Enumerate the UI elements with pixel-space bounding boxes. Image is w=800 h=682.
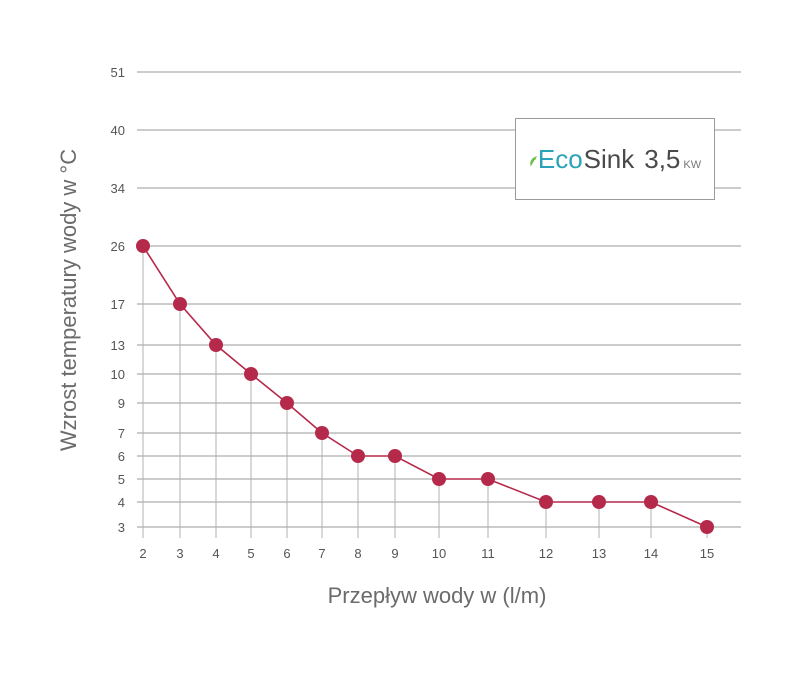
x-tick-label: 3 (176, 546, 183, 561)
data-point (432, 472, 446, 486)
x-tick-label: 6 (283, 546, 290, 561)
brand-logo: Eco Sink 3,5 KW (529, 144, 701, 175)
x-tick-label: 14 (644, 546, 658, 561)
x-tick-label: 11 (481, 546, 495, 561)
x-tick-label: 15 (700, 546, 714, 561)
data-point (539, 495, 553, 509)
x-tick-label: 5 (247, 546, 254, 561)
y-tick-label: 40 (111, 123, 125, 138)
x-tick-label: 12 (539, 546, 553, 561)
data-point (209, 338, 223, 352)
data-point (644, 495, 658, 509)
y-tick-label: 6 (118, 449, 125, 464)
y-tick-label: 26 (111, 239, 125, 254)
data-point (481, 472, 495, 486)
y-tick-label: 7 (118, 426, 125, 441)
brand-eco: Eco (537, 143, 583, 174)
y-tick-label: 17 (111, 297, 125, 312)
data-point (351, 449, 365, 463)
series-line (142, 245, 708, 528)
data-point (280, 396, 294, 410)
x-axis-title: Przepływ wody w (l/m) (328, 583, 547, 608)
data-point (700, 520, 714, 534)
data-point (592, 495, 606, 509)
x-tick-label: 10 (432, 546, 446, 561)
leaf-icon (529, 145, 538, 167)
y-tick-label: 51 (111, 65, 125, 80)
brand-power: 3,5 (644, 143, 681, 174)
data-point (136, 239, 150, 253)
data-point (244, 367, 258, 381)
y-axis-title: Wzrost temperatury wody w °C (56, 149, 81, 451)
legend-box: Eco Sink 3,5 KW (515, 118, 715, 200)
y-tick-label: 3 (118, 520, 125, 535)
x-tick-label: 2 (139, 546, 146, 561)
y-tick-label: 5 (118, 472, 125, 487)
x-tick-label: 13 (592, 546, 606, 561)
x-tick-label: 7 (318, 546, 325, 561)
y-tick-label: 34 (111, 181, 125, 196)
x-tick-labels: 2 3 4 5 6 7 8 9 10 11 12 13 14 15 (139, 546, 714, 561)
grid-layer (137, 71, 741, 528)
brand-unit: KW (683, 158, 702, 171)
x-tick-label: 9 (391, 546, 398, 561)
y-tick-label: 4 (118, 495, 125, 510)
x-tick-label: 4 (212, 546, 219, 561)
data-points (136, 239, 714, 534)
y-tick-label: 10 (111, 367, 125, 382)
y-tick-label: 13 (111, 338, 125, 353)
data-point (173, 297, 187, 311)
series-line-layer (142, 245, 708, 528)
drop-lines (142, 246, 708, 538)
brand-sink: Sink (583, 143, 635, 174)
data-point (388, 449, 402, 463)
data-point (315, 426, 329, 440)
y-tick-label: 9 (118, 396, 125, 411)
x-tick-label: 8 (354, 546, 361, 561)
